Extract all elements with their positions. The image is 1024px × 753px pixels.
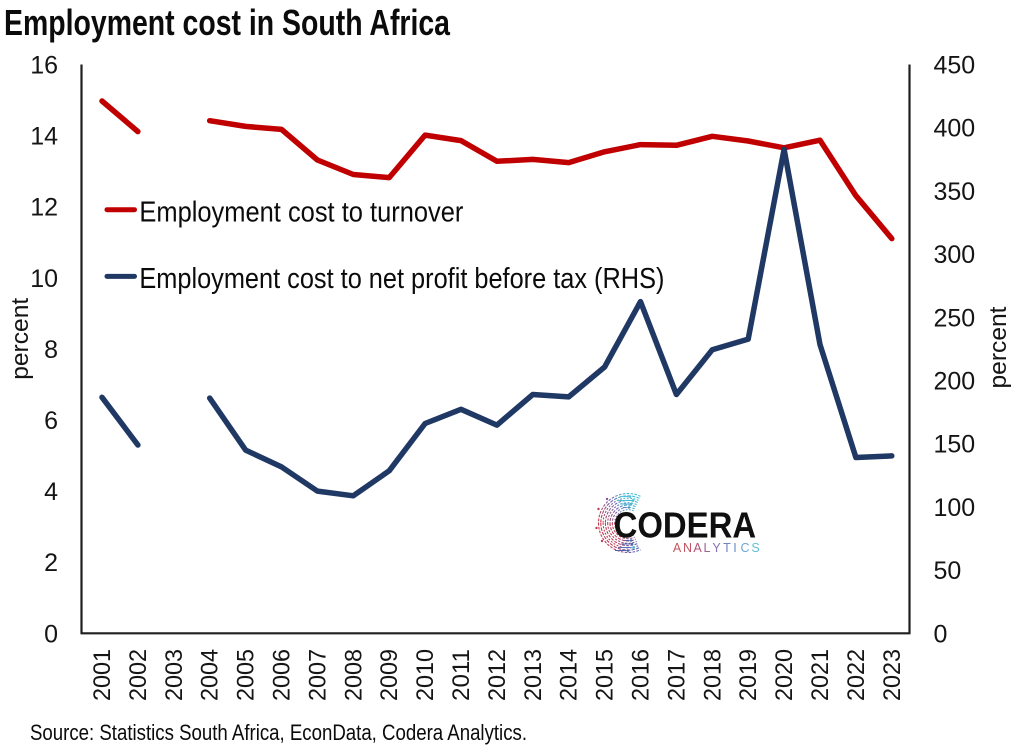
- svg-text:N: N: [683, 541, 692, 555]
- svg-text:T: T: [723, 541, 731, 555]
- svg-text:2008: 2008: [340, 649, 367, 701]
- svg-text:6: 6: [44, 407, 58, 435]
- svg-text:4: 4: [44, 478, 58, 506]
- svg-text:2017: 2017: [663, 649, 690, 701]
- svg-text:100: 100: [934, 494, 976, 522]
- svg-text:2: 2: [44, 549, 58, 577]
- svg-text:0: 0: [44, 620, 58, 648]
- svg-text:CODERA: CODERA: [614, 504, 757, 545]
- svg-text:200: 200: [934, 367, 976, 395]
- svg-text:2015: 2015: [592, 649, 619, 701]
- svg-text:2013: 2013: [520, 649, 547, 701]
- svg-text:Employment cost in South Afric: Employment cost in South Africa: [4, 2, 451, 43]
- svg-text:I: I: [733, 541, 736, 555]
- svg-text:450: 450: [934, 52, 976, 80]
- svg-text:400: 400: [934, 115, 976, 143]
- svg-text:2022: 2022: [843, 649, 870, 701]
- svg-text:2016: 2016: [628, 649, 655, 701]
- svg-text:8: 8: [44, 336, 58, 364]
- svg-text:2003: 2003: [161, 649, 188, 701]
- svg-text:2014: 2014: [556, 649, 583, 701]
- svg-text:350: 350: [934, 178, 976, 206]
- svg-text:S: S: [751, 541, 759, 555]
- svg-text:2010: 2010: [412, 649, 439, 701]
- svg-text:2007: 2007: [304, 649, 331, 701]
- svg-text:A: A: [673, 541, 682, 555]
- svg-text:Employment cost to net profit: Employment cost to net profit before tax…: [139, 263, 664, 295]
- svg-text:2023: 2023: [879, 649, 906, 701]
- svg-text:2002: 2002: [125, 649, 152, 701]
- svg-text:2020: 2020: [771, 649, 798, 701]
- svg-text:0: 0: [934, 620, 948, 648]
- svg-text:50: 50: [934, 557, 962, 585]
- svg-text:2004: 2004: [197, 649, 224, 701]
- svg-text:2019: 2019: [735, 649, 762, 701]
- svg-text:2001: 2001: [89, 649, 116, 701]
- svg-text:250: 250: [934, 304, 976, 332]
- svg-text:2011: 2011: [448, 649, 475, 701]
- svg-text:Employment cost to turnover: Employment cost to turnover: [139, 197, 463, 229]
- svg-text:10: 10: [30, 265, 58, 293]
- svg-text:L: L: [704, 541, 711, 555]
- svg-text:14: 14: [30, 123, 58, 151]
- svg-text:Y: Y: [712, 541, 721, 555]
- svg-text:150: 150: [934, 431, 976, 459]
- svg-text:percent: percent: [7, 297, 34, 379]
- svg-text:2021: 2021: [807, 649, 834, 701]
- svg-text:percent: percent: [985, 306, 1012, 388]
- svg-text:12: 12: [30, 194, 58, 222]
- svg-text:C: C: [740, 541, 749, 555]
- svg-text:16: 16: [30, 52, 58, 80]
- svg-text:2006: 2006: [269, 649, 296, 701]
- svg-text:A: A: [693, 541, 702, 555]
- svg-text:2018: 2018: [699, 649, 726, 701]
- svg-text:Source: Statistics South Afric: Source: Statistics South Africa, EconDat…: [30, 720, 527, 745]
- svg-text:2009: 2009: [376, 649, 403, 701]
- svg-text:2005: 2005: [233, 649, 260, 701]
- svg-text:300: 300: [934, 241, 976, 269]
- svg-text:2012: 2012: [484, 649, 511, 701]
